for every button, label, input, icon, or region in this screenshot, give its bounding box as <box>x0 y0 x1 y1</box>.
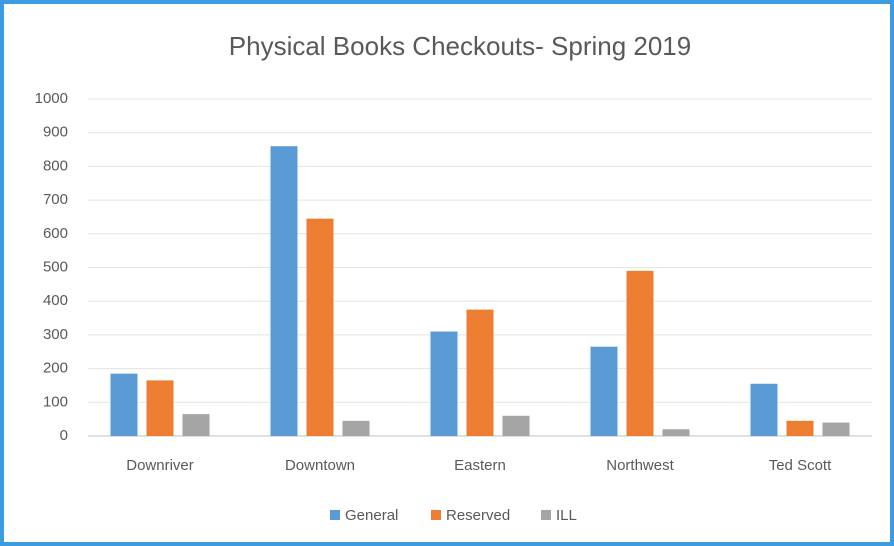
bar <box>822 422 850 436</box>
bar <box>110 373 138 436</box>
bar <box>430 331 458 436</box>
bar <box>146 380 174 436</box>
legend-label: ILL <box>556 507 577 524</box>
x-tick-label: Ted Scott <box>769 457 832 474</box>
bar <box>182 414 210 436</box>
chart-title: Physical Books Checkouts- Spring 2019 <box>229 31 691 61</box>
y-tick-label: 500 <box>43 258 68 275</box>
legend-swatch <box>431 510 441 520</box>
bar <box>750 383 778 436</box>
bar <box>590 346 618 436</box>
y-tick-label: 0 <box>60 427 68 444</box>
bar <box>662 429 690 436</box>
bar <box>626 270 654 436</box>
legend-label: Reserved <box>446 507 510 524</box>
x-tick-label: Northwest <box>606 457 674 474</box>
y-tick-label: 400 <box>43 292 68 309</box>
bar <box>786 420 814 436</box>
legend-swatch <box>330 510 340 520</box>
y-tick-label: 700 <box>43 191 68 208</box>
y-tick-label: 900 <box>43 124 68 141</box>
legend-swatch <box>541 510 551 520</box>
bar <box>306 218 334 436</box>
bar <box>270 146 298 436</box>
bar <box>342 420 370 436</box>
legend-label: General <box>345 507 398 524</box>
x-tick-label: Downriver <box>126 457 194 474</box>
y-tick-label: 100 <box>43 393 68 410</box>
y-tick-label: 200 <box>43 360 68 377</box>
x-tick-label: Downtown <box>285 457 355 474</box>
y-tick-label: 600 <box>43 225 68 242</box>
x-tick-label: Eastern <box>454 457 506 474</box>
bar <box>466 309 494 436</box>
bar <box>502 415 530 436</box>
y-tick-label: 1000 <box>35 90 68 107</box>
y-tick-label: 300 <box>43 326 68 343</box>
y-tick-label: 800 <box>43 157 68 174</box>
